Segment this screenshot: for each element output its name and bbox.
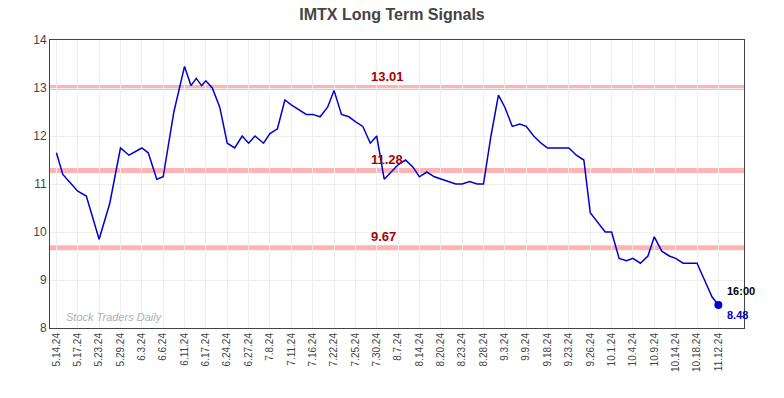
svg-text:9.9.24: 9.9.24 <box>520 333 531 361</box>
svg-text:10.14.24: 10.14.24 <box>670 333 681 372</box>
svg-text:13.01: 13.01 <box>371 69 404 84</box>
svg-text:5.23.24: 5.23.24 <box>93 333 104 367</box>
svg-text:10.4.24: 10.4.24 <box>627 333 638 367</box>
svg-text:11.28: 11.28 <box>371 152 403 167</box>
svg-text:6.6.24: 6.6.24 <box>157 333 168 361</box>
svg-text:8: 8 <box>40 321 47 335</box>
svg-text:9.18.24: 9.18.24 <box>542 333 553 367</box>
svg-text:8.7.24: 8.7.24 <box>392 333 403 361</box>
svg-text:9: 9 <box>40 273 47 287</box>
svg-text:9.23.24: 9.23.24 <box>563 333 574 367</box>
svg-text:7.22.24: 7.22.24 <box>328 333 339 367</box>
svg-text:10: 10 <box>33 225 47 239</box>
svg-text:6.27.24: 6.27.24 <box>243 333 254 367</box>
svg-text:8.14.24: 8.14.24 <box>414 333 425 367</box>
svg-text:5.14.24: 5.14.24 <box>51 333 62 367</box>
svg-text:14: 14 <box>33 33 47 47</box>
svg-text:10.9.24: 10.9.24 <box>649 333 660 367</box>
svg-text:7.30.24: 7.30.24 <box>371 333 382 367</box>
svg-text:7.25.24: 7.25.24 <box>350 333 361 367</box>
svg-text:7.16.24: 7.16.24 <box>307 333 318 367</box>
svg-text:10.18.24: 10.18.24 <box>691 333 702 372</box>
svg-text:7.11.24: 7.11.24 <box>286 333 297 366</box>
svg-text:10.1.24: 10.1.24 <box>606 333 617 367</box>
svg-text:8.20.24: 8.20.24 <box>435 333 446 367</box>
svg-text:9.26.24: 9.26.24 <box>585 333 596 367</box>
svg-text:9.67: 9.67 <box>371 229 396 244</box>
svg-text:8.23.24: 8.23.24 <box>456 333 467 367</box>
svg-text:7.8.24: 7.8.24 <box>264 333 275 361</box>
svg-text:6.3.24: 6.3.24 <box>136 333 147 361</box>
svg-text:5.17.24: 5.17.24 <box>72 333 83 367</box>
svg-text:11: 11 <box>34 177 47 191</box>
svg-text:13: 13 <box>33 81 47 95</box>
svg-text:6.17.24: 6.17.24 <box>200 333 211 367</box>
svg-text:5.29.24: 5.29.24 <box>115 333 126 367</box>
svg-text:6.11.24: 6.11.24 <box>179 333 190 366</box>
svg-text:12: 12 <box>33 129 47 143</box>
svg-text:8.28.24: 8.28.24 <box>478 333 489 367</box>
svg-text:IMTX Long Term Signals: IMTX Long Term Signals <box>299 6 485 23</box>
svg-text:11.12.24: 11.12.24 <box>713 333 724 372</box>
svg-text:9.3.24: 9.3.24 <box>499 333 510 361</box>
svg-text:16:00: 16:00 <box>727 285 755 297</box>
svg-text:8.48: 8.48 <box>727 309 748 321</box>
svg-text:6.24.24: 6.24.24 <box>221 333 232 367</box>
svg-text:Stock Traders Daily: Stock Traders Daily <box>66 311 163 323</box>
